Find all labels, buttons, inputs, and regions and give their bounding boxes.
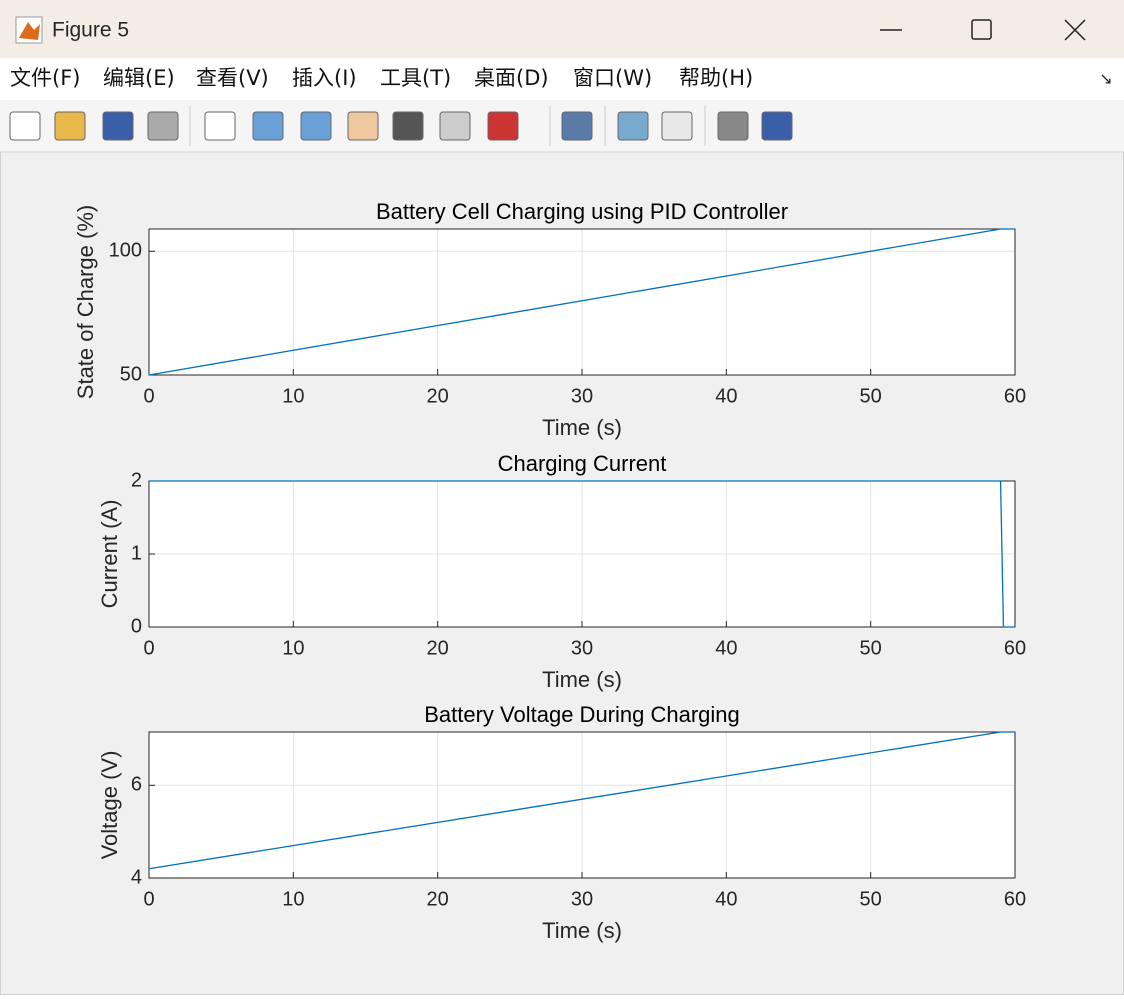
menu-item[interactable]: 编辑(E) <box>103 66 175 90</box>
x-tick-label: 50 <box>860 385 882 407</box>
x-axis-label: Time (s) <box>542 667 622 692</box>
menu-item[interactable]: 插入(I) <box>292 66 357 90</box>
x-tick-label: 40 <box>715 888 737 910</box>
tool-button[interactable] <box>661 111 693 141</box>
tool-button[interactable] <box>439 111 471 141</box>
window-title: Figure 5 <box>52 19 129 42</box>
tool-button[interactable] <box>487 111 519 141</box>
tool-button[interactable] <box>717 111 749 141</box>
y-tick-label: 50 <box>120 363 142 385</box>
x-tick-label: 60 <box>1004 637 1026 659</box>
y-axis-label: State of Charge (%) <box>73 205 98 399</box>
axes-box <box>148 731 1016 879</box>
y-tick-label: 0 <box>131 615 142 637</box>
tool-button[interactable] <box>300 111 332 141</box>
x-tick-label: 30 <box>571 385 593 407</box>
axes-box <box>148 228 1016 376</box>
tool-button[interactable] <box>617 111 649 141</box>
tool-button[interactable] <box>761 111 793 141</box>
app-icon <box>15 16 43 44</box>
tool-button[interactable] <box>147 111 179 141</box>
tool-button[interactable] <box>9 111 41 141</box>
x-axis-label: Time (s) <box>542 918 622 943</box>
data-line <box>148 731 1015 870</box>
x-tick-label: 20 <box>427 888 449 910</box>
x-tick-label: 30 <box>571 637 593 659</box>
data-line <box>148 228 1015 376</box>
chart-title: Battery Cell Charging using PID Controll… <box>376 199 788 224</box>
x-tick-label: 20 <box>427 385 449 407</box>
tool-button[interactable] <box>347 111 379 141</box>
x-tick-label: 60 <box>1004 385 1026 407</box>
menu-item[interactable]: 工具(T) <box>380 66 451 90</box>
tool-button[interactable] <box>204 111 236 141</box>
menu-overflow[interactable]: ↘ <box>1099 71 1112 88</box>
x-tick-label: 50 <box>860 888 882 910</box>
chart-title: Charging Current <box>498 451 667 476</box>
y-tick-label: 6 <box>131 774 142 796</box>
y-tick-label: 100 <box>109 240 142 262</box>
y-axis-label: Voltage (V) <box>97 751 122 860</box>
x-tick-label: 10 <box>282 637 304 659</box>
x-tick-label: 50 <box>860 637 882 659</box>
y-tick-label: 2 <box>131 469 142 491</box>
x-axis-label: Time (s) <box>542 415 622 440</box>
y-tick-label: 1 <box>131 542 142 564</box>
y-axis-label: Current (A) <box>97 500 122 609</box>
tool-button[interactable] <box>561 111 593 141</box>
y-tick-label: 4 <box>131 866 142 888</box>
close-button[interactable] <box>1064 19 1086 41</box>
tool-button[interactable] <box>252 111 284 141</box>
tool-button[interactable] <box>54 111 86 141</box>
x-tick-label: 30 <box>571 888 593 910</box>
toolbar-icons <box>9 106 793 146</box>
tool-button[interactable] <box>392 111 424 141</box>
menu-item[interactable]: 文件(F) <box>10 66 80 90</box>
menu-item[interactable]: 窗口(W) <box>573 66 652 90</box>
x-tick-label: 40 <box>715 385 737 407</box>
chart-title: Battery Voltage During Charging <box>424 702 740 727</box>
menu-item[interactable]: 查看(V) <box>196 66 269 90</box>
x-tick-label: 40 <box>715 637 737 659</box>
menu-item[interactable]: 帮助(H) <box>679 66 753 90</box>
x-tick-label: 10 <box>282 888 304 910</box>
x-tick-label: 0 <box>143 888 154 910</box>
x-tick-label: 10 <box>282 385 304 407</box>
menu-item[interactable]: 桌面(D) <box>474 66 549 90</box>
menu-bar <box>0 58 1124 100</box>
maximize-button[interactable] <box>971 19 992 40</box>
x-tick-label: 20 <box>427 637 449 659</box>
x-tick-label: 0 <box>143 637 154 659</box>
tool-button[interactable] <box>102 111 134 141</box>
data-line <box>149 480 1015 628</box>
title-bar <box>0 0 1124 58</box>
x-tick-label: 60 <box>1004 888 1026 910</box>
x-tick-label: 0 <box>143 385 154 407</box>
